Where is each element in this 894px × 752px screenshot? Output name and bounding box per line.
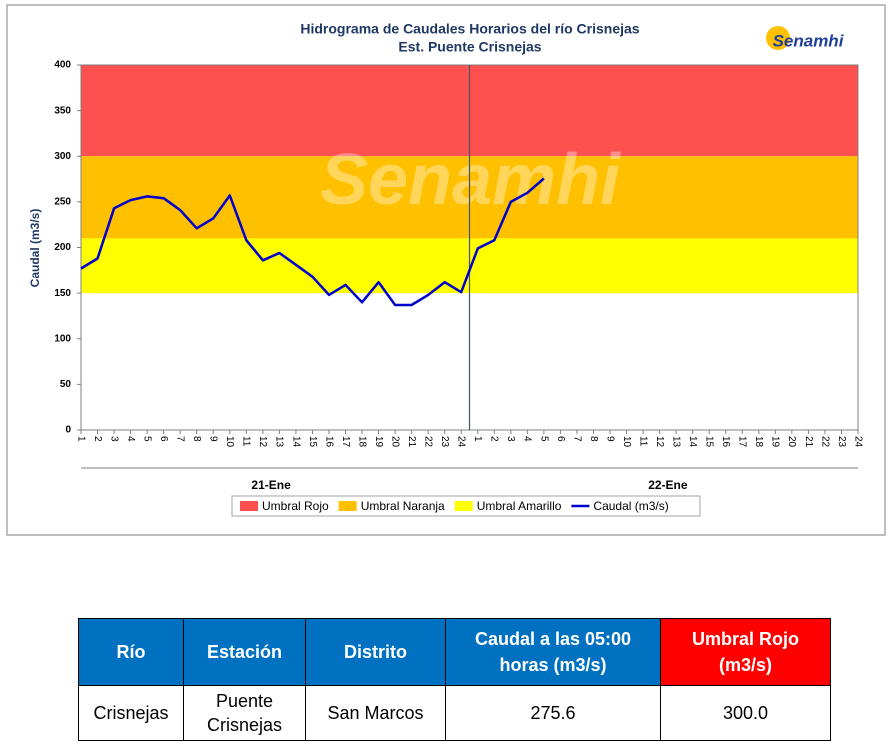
x-tick-label: 1 <box>75 436 86 442</box>
x-tick-label: 21 <box>406 436 417 448</box>
header-cell: Caudal a las 05:00 horas (m3/s) <box>445 618 661 686</box>
x-tick-label: 13 <box>274 436 285 448</box>
legend-label: Umbral Naranja <box>361 499 445 513</box>
y-tick-label: 300 <box>54 151 71 162</box>
x-tick-label: 23 <box>836 436 847 448</box>
x-tick-label: 19 <box>373 436 384 448</box>
table-row: Crisnejas Puente Crisnejas San Marcos 27… <box>78 685 831 741</box>
x-tick-label: 24 <box>852 436 863 448</box>
legend-swatch <box>454 501 473 511</box>
x-tick-label: 17 <box>340 436 351 448</box>
chart-title: Hidrograma de Caudales Horarios del río … <box>300 21 639 37</box>
x-tick-label: 8 <box>191 436 202 442</box>
data-line <box>80 177 545 307</box>
cell: San Marcos <box>305 685 446 741</box>
x-tick-label: 1 <box>472 436 483 442</box>
x-tick-label: 14 <box>687 436 698 448</box>
x-tick-label: 20 <box>786 436 797 448</box>
chart-subtitle: Est. Puente Crisnejas <box>398 39 541 55</box>
y-tick-label: 50 <box>60 379 72 390</box>
x-tick-label: 13 <box>671 436 682 448</box>
cell: 300.0 <box>660 685 831 741</box>
x-tick-label: 12 <box>654 436 665 448</box>
x-tick-label: 14 <box>290 436 301 448</box>
x-tick-label: 16 <box>720 436 731 448</box>
legend-swatch <box>240 501 258 511</box>
header-cell: Río <box>78 618 184 686</box>
x-tick-label: 15 <box>307 436 318 448</box>
group-label: 21-Ene <box>251 478 291 492</box>
x-tick-label: 16 <box>323 436 334 448</box>
cell: Puente Crisnejas <box>183 685 306 741</box>
x-tick-label: 8 <box>588 436 599 442</box>
logo-sun <box>766 26 790 50</box>
y-tick-label: 250 <box>54 197 71 208</box>
x-tick-label: 24 <box>456 436 467 448</box>
x-tick-label: 15 <box>704 436 715 448</box>
summary-table: Río Estación Distrito Caudal a las 05:00… <box>78 618 831 741</box>
y-tick-label: 150 <box>54 288 71 299</box>
x-tick-label: 21 <box>803 436 814 448</box>
x-tick-label: 22 <box>819 436 830 448</box>
x-tick-label: 23 <box>439 436 450 448</box>
x-tick-label: 20 <box>389 436 400 448</box>
x-tick-label: 17 <box>737 436 748 448</box>
x-tick-label: 22 <box>423 436 434 448</box>
x-tick-label: 10 <box>224 436 235 448</box>
x-tick-label: 4 <box>522 436 533 442</box>
table-header: Río Estación Distrito Caudal a las 05:00… <box>78 618 831 686</box>
header-cell: Estación <box>183 618 306 686</box>
y-tick-label: 0 <box>65 425 71 436</box>
legend-swatch <box>338 501 357 511</box>
x-tick-label: 18 <box>753 436 764 448</box>
x-tick-label: 7 <box>571 436 582 442</box>
x-tick-label: 6 <box>555 436 566 442</box>
x-tick-label: 12 <box>257 436 268 448</box>
x-tick-label: 3 <box>108 436 119 442</box>
x-tick-label: 7 <box>175 436 186 442</box>
y-tick-label: 400 <box>54 60 71 71</box>
x-tick-label: 3 <box>505 436 516 442</box>
x-tick-label: 19 <box>770 436 781 448</box>
x-tick-label: 11 <box>241 436 252 447</box>
header-cell: Distrito <box>305 618 446 686</box>
header-cell: Umbral Rojo (m3/s) <box>660 618 831 686</box>
x-tick-label: 5 <box>538 436 549 442</box>
legend-label: Umbral Amarillo <box>477 499 562 513</box>
x-tick-label: 6 <box>158 436 169 442</box>
x-tick-label: 11 <box>637 436 648 447</box>
x-tick-label: 5 <box>141 436 152 442</box>
y-axis-label: Caudal (m3/s) <box>28 209 42 288</box>
chart: Hidrograma de Caudales Horarios del río … <box>6 4 886 536</box>
x-tick-label: 18 <box>356 436 367 448</box>
x-tick-label: 2 <box>92 436 103 442</box>
watermark: Senamhi <box>320 140 622 220</box>
x-tick-label: 4 <box>125 436 136 442</box>
y-tick-label: 100 <box>54 333 71 344</box>
cell: 275.6 <box>445 685 661 741</box>
cell: Crisnejas <box>78 685 184 741</box>
x-tick-label: 2 <box>489 436 500 442</box>
x-tick-label: 10 <box>621 436 632 448</box>
legend-label: Caudal (m3/s) <box>593 499 668 513</box>
y-tick-label: 350 <box>54 105 71 116</box>
y-tick-label: 200 <box>54 242 71 253</box>
logo: Senamhi <box>773 31 845 50</box>
legend-label: Umbral Rojo <box>262 499 329 513</box>
x-tick-label: 9 <box>604 436 615 442</box>
group-label: 22-Ene <box>648 478 688 492</box>
x-tick-label: 9 <box>208 436 219 442</box>
